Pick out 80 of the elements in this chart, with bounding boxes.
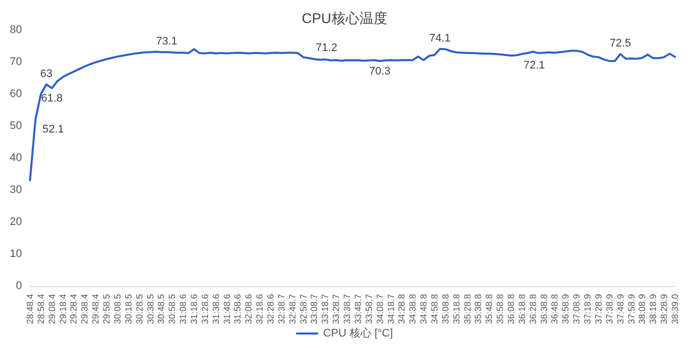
x-tick-label: 31:08.6 [178, 294, 188, 324]
x-tick-label: 28:58.4 [36, 294, 46, 324]
x-tick-label: 38:08.9 [637, 294, 648, 324]
x-tick-label: 31:38.6 [210, 294, 221, 324]
x-tick-label: 29:58.5 [102, 294, 112, 324]
x-tick-label: 36:58.9 [560, 294, 571, 324]
x-tick-label: 31:48.6 [222, 294, 232, 324]
y-tick-label: 30 [10, 184, 22, 196]
x-tick-label: 32:18.6 [254, 294, 265, 324]
x-tick-label: 33:38.7 [342, 294, 352, 324]
x-tick-label: 33:58.7 [364, 294, 374, 324]
x-tick-label: 37:08.9 [572, 294, 582, 324]
data-label: 74.1 [429, 32, 451, 44]
x-tick-label: 35:18.8 [451, 294, 462, 324]
x-tick-label: 31:28.6 [200, 294, 210, 324]
x-tick-label: 30:18.5 [123, 294, 134, 324]
x-tick-label: 32:28.6 [266, 294, 276, 324]
x-tick-label: 30:38.5 [145, 294, 156, 324]
x-tick-label: 38:39.0 [670, 294, 680, 324]
data-label: 63 [40, 68, 53, 80]
x-tick-label: 33:18.7 [320, 294, 330, 324]
x-tick-label: 29:18.4 [58, 294, 68, 324]
x-tick-label: 33:08.7 [309, 294, 320, 324]
x-tick-label: 34:38.8 [408, 294, 418, 324]
x-tick-label: 31:58.6 [232, 294, 243, 324]
x-tick-label: 32:48.7 [287, 294, 298, 324]
x-tick-label: 38:28.9 [659, 294, 670, 324]
y-tick-label: 50 [10, 120, 22, 132]
x-tick-label: 36:48.8 [550, 294, 560, 324]
x-tick-label: 34:48.8 [418, 294, 429, 324]
data-label: 72.1 [523, 59, 545, 72]
data-label: 52.1 [42, 123, 64, 136]
x-tick-label: 35:08.8 [440, 294, 450, 324]
x-tick-label: 29:28.4 [68, 294, 79, 324]
x-tick-label: 37:18.9 [582, 294, 593, 324]
x-tick-label: 36:38.8 [538, 294, 549, 324]
x-tick-label: 30:58.5 [167, 294, 178, 324]
y-tick-label: 40 [10, 152, 22, 164]
data-label: 72.5 [610, 38, 632, 50]
x-tick-label: 29:38.4 [80, 294, 90, 324]
chart-title: CPU核心温度 [302, 10, 388, 26]
x-tick-label: 37:48.9 [615, 294, 626, 324]
data-label: 73.1 [156, 36, 178, 48]
y-tick-label: 10 [10, 248, 22, 260]
x-tick-label: 29:48.4 [90, 294, 101, 324]
x-tick-label: 32:58.7 [298, 294, 308, 324]
y-tick-label: 0 [16, 280, 22, 292]
data-label: 71.2 [316, 42, 338, 54]
x-tick-label: 37:28.9 [593, 294, 604, 324]
data-label: 70.3 [369, 66, 391, 78]
x-tick-label: 37:58.9 [626, 294, 636, 324]
data-label: 61.8 [41, 92, 63, 105]
x-tick-label: 30:28.5 [134, 294, 144, 324]
y-tick-label: 20 [10, 216, 22, 228]
x-tick-label: 33:28.7 [331, 294, 342, 324]
x-tick-label: 32:08.6 [244, 294, 254, 324]
x-tick-label: 34:08.7 [374, 294, 385, 324]
x-tick-label: 34:28.8 [396, 294, 407, 324]
x-tick-label: 29:08.4 [46, 294, 57, 324]
x-tick-label: 34:18.7 [386, 294, 396, 324]
x-tick-label: 33:48.7 [352, 294, 363, 324]
y-tick-label: 70 [10, 56, 22, 68]
x-tick-label: 30:48.5 [156, 294, 166, 324]
x-tick-label: 35:48.8 [484, 294, 494, 324]
x-tick-label: 35:38.8 [473, 294, 484, 324]
x-tick-label: 36:18.8 [516, 294, 527, 324]
x-tick-label: 36:08.8 [506, 294, 516, 324]
x-tick-label: 30:08.5 [112, 294, 122, 324]
y-tick-label: 80 [10, 24, 22, 36]
x-tick-label: 34:58.8 [429, 294, 440, 324]
x-tick-label: 36:28.8 [528, 294, 538, 324]
x-tick-label: 37:38.9 [604, 294, 614, 324]
x-tick-label: 32:38.7 [276, 294, 286, 324]
legend-label: CPU 核心 [°C] [323, 326, 393, 340]
x-tick-label: 35:28.8 [462, 294, 472, 324]
x-tick-label: 31:18.6 [188, 294, 199, 324]
x-tick-label: 38:18.9 [648, 294, 658, 324]
x-tick-label: 35:58.8 [495, 294, 506, 324]
y-tick-label: 60 [10, 88, 22, 100]
x-tick-label: 28:48.4 [25, 294, 35, 324]
